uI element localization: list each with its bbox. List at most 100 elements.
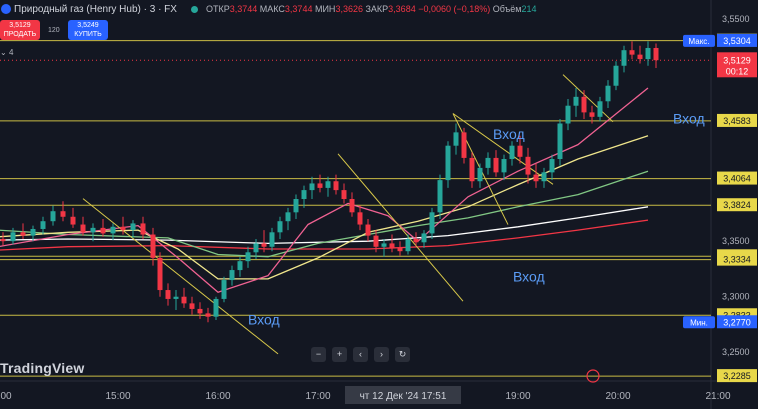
candle-body: [541, 172, 547, 182]
candle-body: [397, 247, 403, 252]
candle-body: [445, 145, 451, 181]
scroll-left-button[interactable]: ‹: [353, 347, 368, 362]
price-tick-label: 3,2500: [722, 347, 750, 357]
scroll-right-button[interactable]: ›: [374, 347, 389, 362]
trendline: [82, 198, 279, 355]
candle-body: [285, 212, 291, 222]
brand-text: TradingView: [0, 360, 85, 376]
candle-body: [453, 132, 459, 146]
candle-body: [140, 223, 146, 235]
candle-body: [413, 238, 419, 243]
candle-body: [253, 243, 259, 253]
price-tick-label: 3,3000: [722, 292, 750, 302]
low-label: МИН: [314, 4, 336, 14]
candle-body: [10, 232, 16, 242]
candle-body: [341, 190, 347, 199]
volume-label: Объём: [492, 4, 522, 14]
candle-body: [469, 157, 475, 182]
level-label-box: [717, 252, 757, 266]
tradingview-logo: TradingView: [0, 360, 84, 376]
candle-body: [50, 211, 56, 222]
price-axis[interactable]: 3,55003,35003,30003,25003,53063,45833,40…: [683, 14, 757, 383]
level-label-box: [717, 369, 757, 383]
annotations: Вход Вход Вход Вход: [248, 110, 705, 327]
max-marker-label: Макс.: [688, 37, 709, 46]
candle-body: [485, 157, 491, 168]
max-value-label: 3,5304: [723, 36, 751, 46]
candle-body: [120, 226, 126, 231]
candle-body: [261, 243, 267, 247]
candle-body: [461, 132, 467, 158]
candle-body: [100, 227, 106, 234]
sell-label: ПРОДАТЬ: [3, 31, 37, 38]
min-marker-label: Мин.: [690, 318, 708, 327]
ohlc-readout: ОТКР3,3744 МАКС3,3744 МИН3,3626 ЗАКР3,36…: [206, 4, 537, 14]
buy-label: КУПИТЬ: [74, 31, 102, 38]
level-label: 3,3334: [723, 255, 751, 265]
close-value: 3,3684: [388, 4, 416, 14]
candle-body: [525, 156, 531, 175]
candle-body: [373, 235, 379, 247]
candle-body: [493, 157, 499, 173]
close-label: ЗАКР: [365, 4, 389, 14]
candle-body: [213, 298, 219, 317]
candle-body: [60, 211, 66, 217]
candle-body: [549, 159, 555, 173]
candle-body: [150, 234, 156, 258]
buy-button[interactable]: 3,5249 КУПИТЬ: [68, 20, 108, 40]
symbol-logo-icon: [1, 4, 11, 14]
lightning-icon: [586, 369, 600, 383]
candle-body: [621, 50, 627, 66]
low-value: 3,3626: [335, 4, 363, 14]
cursor-time-box: [345, 386, 461, 404]
candle-body: [197, 308, 203, 314]
candle-body: [349, 198, 355, 213]
level-label: 3,4064: [723, 174, 751, 184]
current-price-box: [717, 52, 757, 78]
candle-body: [405, 238, 411, 252]
moving-average-line: [0, 206, 649, 245]
reset-chart-button[interactable]: ↻: [395, 347, 410, 362]
candle-body: [70, 216, 76, 225]
change-value: −0,0060 (−0,18%): [418, 4, 491, 14]
candle-body: [357, 212, 363, 225]
candle-body: [429, 212, 435, 234]
candle-body: [629, 50, 635, 55]
trendline: [562, 74, 614, 123]
candle-body: [20, 232, 26, 236]
time-axis[interactable]: 0015:0016:0017:0018:0019:0020:0021:00чт …: [0, 369, 731, 404]
open-label: ОТКР: [205, 4, 230, 14]
entry-annotation: Вход: [248, 311, 280, 327]
candle-body: [90, 227, 96, 233]
moving-average-line: [0, 219, 649, 251]
candle-body: [477, 167, 483, 182]
zoom-out-button[interactable]: −: [311, 347, 326, 362]
candle-body: [237, 261, 243, 271]
price-tick-label: 3,5500: [722, 14, 750, 24]
countdown-timer: 00:12: [726, 66, 749, 76]
time-tick-label: 19:00: [505, 391, 530, 402]
chevron-down-icon: ⌄: [0, 48, 9, 57]
candle-body: [517, 145, 523, 157]
candle-body: [317, 183, 323, 188]
market-open-icon: [190, 5, 198, 13]
candle-body: [389, 243, 395, 248]
candle-body: [573, 96, 579, 106]
level-label: 3,4583: [723, 116, 751, 126]
level-label: 3,2285: [723, 371, 751, 381]
spread-value: 120: [48, 27, 60, 34]
time-tick-label: 15:00: [105, 391, 130, 402]
candle-body: [165, 290, 171, 299]
candle-body: [269, 232, 275, 247]
min-value-box: [717, 315, 757, 329]
indicators-toggle[interactable]: ⌄ 4: [0, 48, 13, 57]
open-value: 3,3744: [229, 4, 258, 14]
candle-body: [293, 198, 299, 213]
candle-body: [501, 159, 507, 173]
candle-body: [157, 257, 163, 291]
zoom-in-button[interactable]: +: [332, 347, 347, 362]
sell-button[interactable]: 3,5129 ПРОДАТЬ: [0, 20, 40, 40]
high-value: 3,3744: [284, 4, 313, 14]
symbol-title[interactable]: Природный газ (Henry Hub) · 3 · FX: [14, 3, 177, 15]
